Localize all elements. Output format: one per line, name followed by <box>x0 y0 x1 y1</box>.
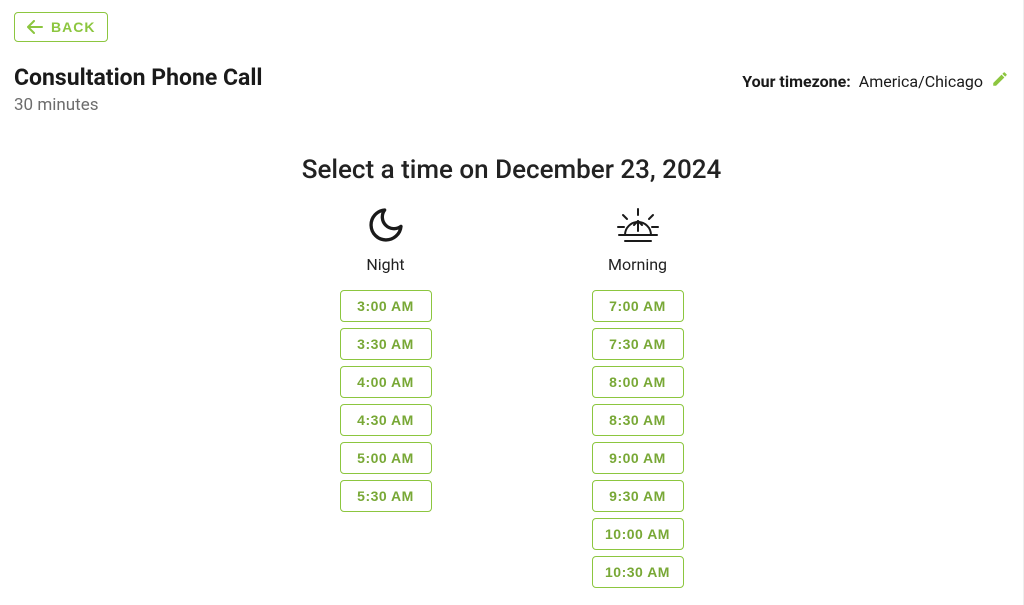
time-slot[interactable]: 4:30 AM <box>340 404 432 436</box>
meeting-duration: 30 minutes <box>14 95 263 115</box>
night-slot-list: 3:00 AM 3:30 AM 4:00 AM 4:30 AM 5:00 AM … <box>340 290 432 512</box>
time-slot[interactable]: 4:00 AM <box>340 366 432 398</box>
time-slot[interactable]: 9:00 AM <box>592 442 684 474</box>
time-slot[interactable]: 5:30 AM <box>340 480 432 512</box>
pencil-icon[interactable] <box>991 70 1009 92</box>
header-row: Consultation Phone Call 30 minutes Your … <box>14 64 1009 115</box>
time-slot[interactable]: 10:00 AM <box>592 518 684 550</box>
morning-column: Morning 7:00 AM 7:30 AM 8:00 AM 8:30 AM … <box>592 203 684 588</box>
time-slot[interactable]: 8:30 AM <box>592 404 684 436</box>
page-title: Consultation Phone Call <box>14 64 263 91</box>
time-slot[interactable]: 10:30 AM <box>592 556 684 588</box>
timezone-row: Your timezone: America/Chicago <box>742 70 1009 92</box>
night-label: Night <box>366 255 404 274</box>
time-columns: Night 3:00 AM 3:30 AM 4:00 AM 4:30 AM 5:… <box>14 203 1009 588</box>
back-button[interactable]: BACK <box>14 12 108 42</box>
arrow-left-icon <box>27 20 43 34</box>
morning-slot-list: 7:00 AM 7:30 AM 8:00 AM 8:30 AM 9:00 AM … <box>592 290 684 588</box>
timezone-value: America/Chicago <box>859 72 983 91</box>
sunrise-icon <box>613 203 663 247</box>
time-slot[interactable]: 7:00 AM <box>592 290 684 322</box>
time-slot[interactable]: 7:30 AM <box>592 328 684 360</box>
time-slot[interactable]: 3:00 AM <box>340 290 432 322</box>
time-slot[interactable]: 5:00 AM <box>340 442 432 474</box>
time-slot[interactable]: 9:30 AM <box>592 480 684 512</box>
meeting-info: Consultation Phone Call 30 minutes <box>14 64 263 115</box>
night-column: Night 3:00 AM 3:30 AM 4:00 AM 4:30 AM 5:… <box>340 203 432 588</box>
moon-icon <box>366 203 406 247</box>
back-button-label: BACK <box>51 19 95 35</box>
select-time-heading: Select a time on December 23, 2024 <box>14 155 1009 185</box>
morning-label: Morning <box>608 255 667 274</box>
timezone-label: Your timezone: <box>742 72 851 91</box>
time-slot[interactable]: 3:30 AM <box>340 328 432 360</box>
scheduling-page: BACK Consultation Phone Call 30 minutes … <box>0 0 1024 605</box>
time-slot[interactable]: 8:00 AM <box>592 366 684 398</box>
